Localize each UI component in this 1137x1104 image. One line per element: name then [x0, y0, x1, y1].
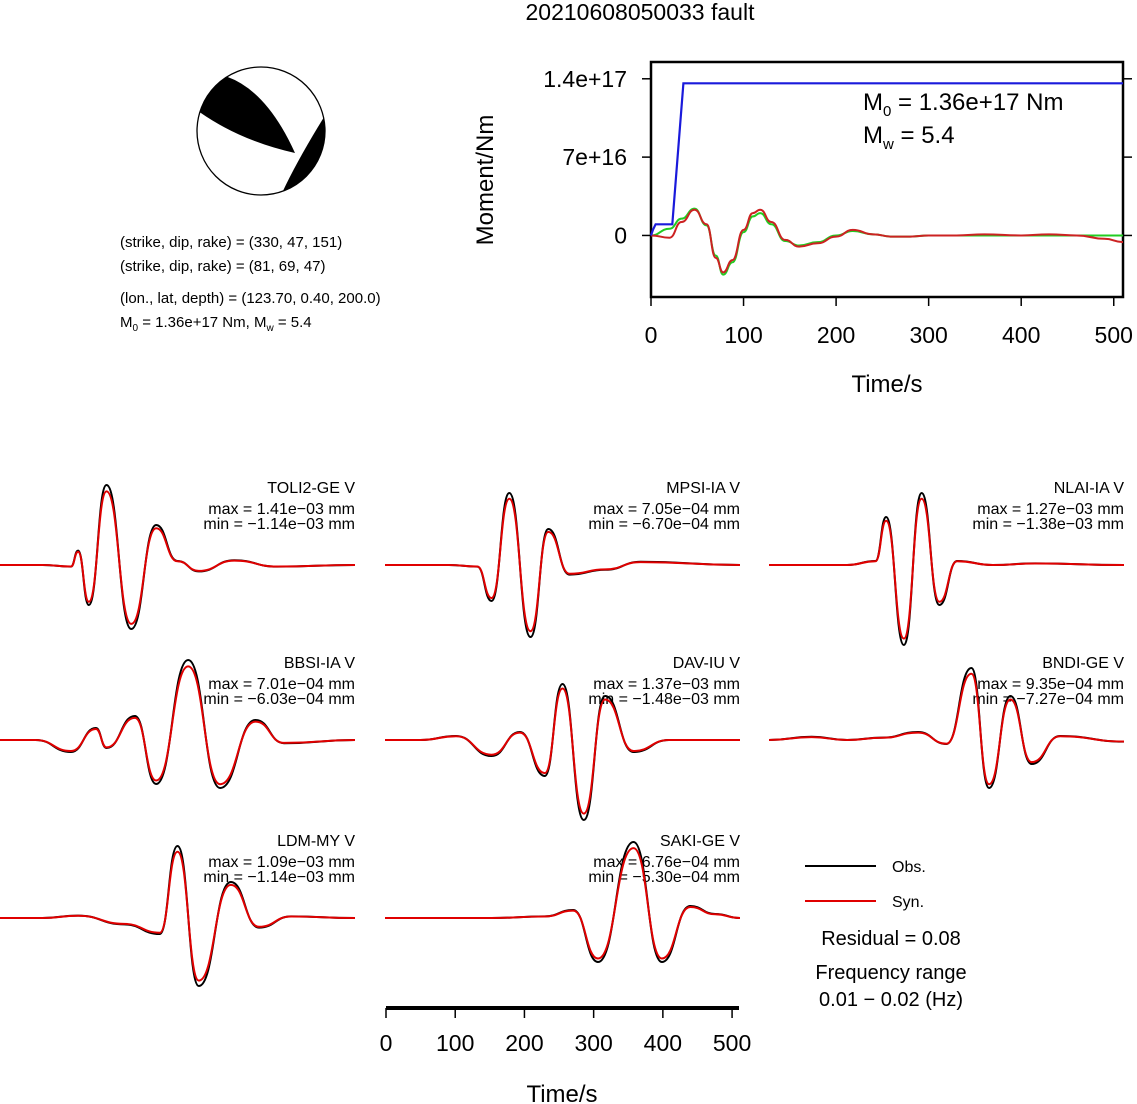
moment-y-tick-label: 7e+16: [562, 144, 627, 170]
moment-mw-annotation: Mw = 5.4: [863, 122, 955, 153]
moment-x-tick-label: 200: [817, 322, 855, 348]
nodal-plane-1: (strike, dip, rake) = (330, 47, 151): [120, 234, 342, 251]
moment-magnitude-line: M0 = 1.36e+17 Nm, Mw = 5.4: [120, 314, 312, 334]
synthetic-trace: [385, 847, 741, 960]
synthetic-trace: [384, 687, 740, 815]
synthetic-trace: [0, 850, 356, 982]
station-name-label: SAKI-GE V: [660, 833, 740, 850]
synthetic-trace: [384, 497, 741, 633]
waveform-x-tick-label: 500: [713, 1030, 751, 1056]
waveform-x-tick-label: 300: [574, 1030, 612, 1056]
moment-m0-annotation: M0 = 1.36e+17 Nm: [863, 89, 1063, 120]
waveform-x-axis-label: Time/s: [526, 1081, 597, 1104]
moment-series-rate_a: [650, 207, 1123, 276]
frequency-range-title: Frequency range: [815, 962, 966, 984]
legend-obs-label: Obs.: [892, 859, 926, 876]
station-min-label: min = −7.27e−04 mm: [972, 691, 1124, 708]
station-max-label: max = 1.09e−03 mm: [208, 854, 355, 871]
moment-series-cumulative: [649, 82, 1123, 236]
station-name-label: LDM-MY V: [277, 833, 355, 850]
moment-y-tick-label: 1.4e+17: [543, 66, 627, 92]
synthetic-trace: [0, 665, 356, 786]
station-name-label: MPSI-IA V: [666, 480, 740, 497]
moment-x-tick-label: 100: [724, 322, 762, 348]
figure-title: 20210608050033 fault: [526, 0, 756, 25]
station-name-label: TOLI2-GE V: [267, 480, 355, 497]
station-max-label: max = 1.41e−03 mm: [208, 501, 355, 518]
station-name-label: BNDI-GE V: [1042, 655, 1124, 672]
moment-chart: 0 100 200 300 400 500 0 7e+16 1.4e+17 M0 = 1.36e…: [472, 60, 1133, 398]
station-min-label: min = −1.14e−03 mm: [203, 516, 355, 533]
waveform-x-tick-label: 100: [436, 1030, 474, 1056]
waveform-x-tick-label: 0: [380, 1030, 393, 1056]
station-min-label: min = −1.48e−03 mm: [588, 691, 740, 708]
synthetic-trace: [768, 497, 1125, 640]
station-min-label: min = −1.14e−03 mm: [203, 869, 355, 886]
residual-text: Residual = 0.08: [821, 928, 961, 950]
moment-x-tick-label: 500: [1095, 322, 1133, 348]
station-min-label: min = −6.03e−04 mm: [203, 691, 355, 708]
moment-plot-frame: [649, 60, 1125, 299]
mechanism-info: (strike, dip, rake) = (330, 47, 151) (st…: [120, 234, 381, 334]
station-max-label: max = 7.01e−04 mm: [208, 676, 355, 693]
station-max-label: max = 1.37e−03 mm: [593, 676, 740, 693]
observed-trace: [0, 658, 356, 790]
station-min-label: min = −5.30e−04 mm: [588, 869, 740, 886]
synthetic-trace: [768, 672, 1125, 786]
station-min-label: min = −1.38e−03 mm: [972, 516, 1124, 533]
moment-series-rate_b: [650, 208, 1124, 274]
station-max-label: max = 1.27e−03 mm: [977, 501, 1124, 518]
synthetic-trace: [0, 490, 356, 625]
moment-x-tick-label: 0: [645, 322, 658, 348]
moment-y-axis-label: Moment/Nm: [472, 115, 499, 246]
nodal-plane-2: (strike, dip, rake) = (81, 69, 47): [120, 258, 326, 275]
station-max-label: max = 6.76e−04 mm: [593, 854, 740, 871]
station-min-label: min = −6.70e−04 mm: [588, 516, 740, 533]
legend: Obs. Syn. Residual = 0.08 Frequency rang…: [805, 859, 967, 1011]
moment-x-tick-label: 400: [1002, 322, 1040, 348]
station-max-label: max = 9.35e−04 mm: [977, 676, 1124, 693]
hypocenter-line: (lon., lat, depth) = (123.70, 0.40, 200.…: [120, 290, 381, 307]
moment-y-tick-label: 0: [614, 222, 627, 248]
frequency-range-value: 0.01 − 0.02 (Hz): [819, 989, 963, 1011]
waveform-x-tick-label: 200: [505, 1030, 543, 1056]
beachball-icon: [196, 66, 326, 196]
station-name-label: DAV-IU V: [673, 655, 741, 672]
waveform-time-axis: 0 100 200 300 400 500: [380, 1006, 751, 1056]
legend-syn-label: Syn.: [892, 894, 924, 911]
waveform-x-tick-label: 400: [644, 1030, 682, 1056]
moment-x-tick-label: 300: [909, 322, 947, 348]
moment-x-axis-label: Time/s: [851, 371, 922, 398]
station-name-label: BBSI-IA V: [284, 655, 355, 672]
station-name-label: NLAI-IA V: [1054, 480, 1125, 497]
station-max-label: max = 7.05e−04 mm: [593, 501, 740, 518]
